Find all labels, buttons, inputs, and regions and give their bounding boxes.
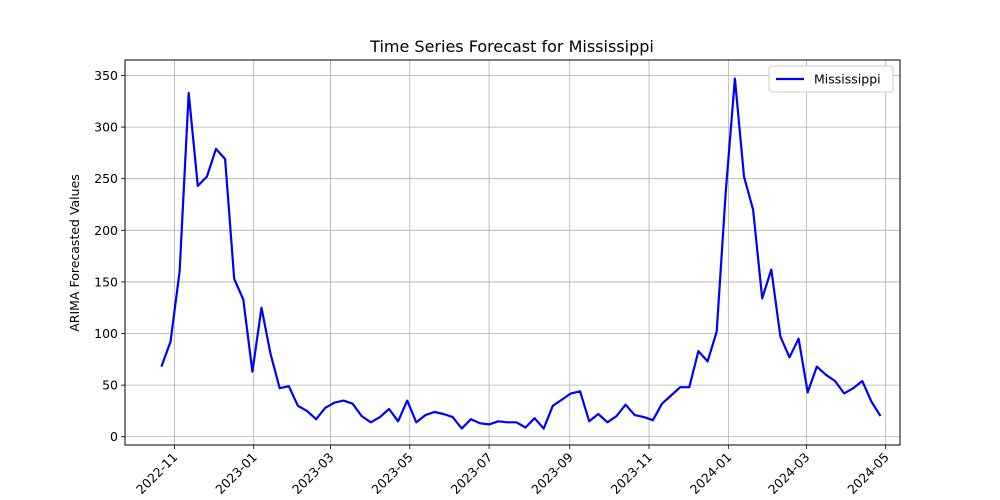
y-tick-label: 350 <box>94 68 118 83</box>
y-tick-label: 300 <box>94 120 118 135</box>
y-axis-label: ARIMA Forecasted Values <box>67 174 82 332</box>
series-line-mississippi <box>160 77 882 430</box>
chart-title: Time Series Forecast for Mississippi <box>369 37 654 56</box>
y-tick-label: 50 <box>102 378 118 393</box>
legend: Mississippi <box>768 65 894 93</box>
y-tick-label: 150 <box>94 274 118 289</box>
y-tick-label: 250 <box>94 171 118 186</box>
legend-label: Mississippi <box>814 72 881 87</box>
y-tick-label: 200 <box>94 223 118 238</box>
legend-box <box>768 65 894 93</box>
series-layer <box>160 77 882 430</box>
y-tick-label: 0 <box>110 429 118 444</box>
plot-area-frame <box>124 59 901 446</box>
grid-lines <box>125 60 900 445</box>
y-axis: 0 50 100 150 200 250 300 350 <box>94 68 125 444</box>
y-tick-label: 100 <box>94 326 118 341</box>
